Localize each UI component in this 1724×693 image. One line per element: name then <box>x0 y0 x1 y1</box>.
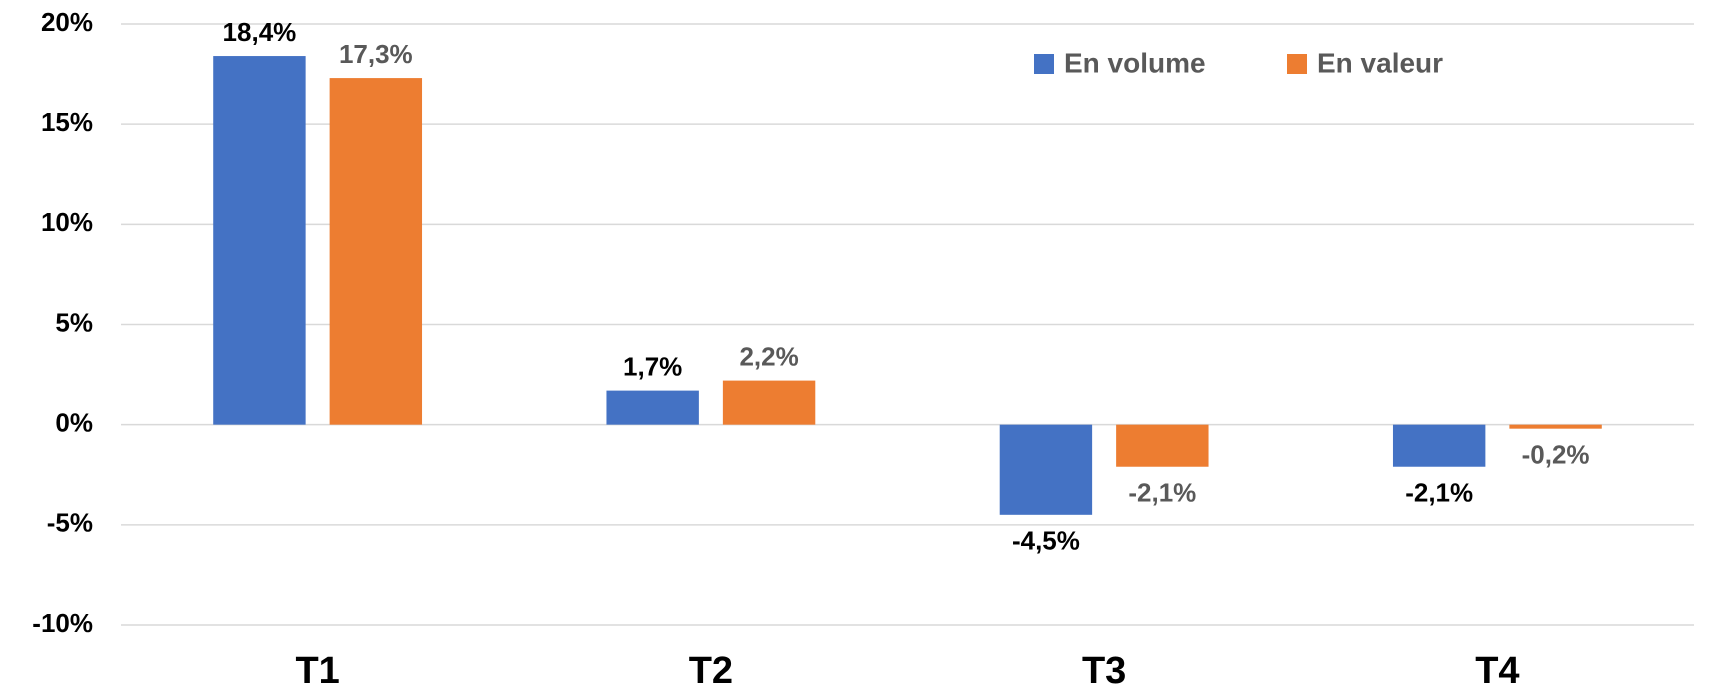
data-label: -2,1% <box>1128 478 1196 508</box>
bar <box>1392 424 1486 467</box>
y-tick-label: 10% <box>41 207 93 237</box>
x-tick-label: T1 <box>295 650 339 692</box>
data-label: -2,1% <box>1405 478 1473 508</box>
y-tick-label: -5% <box>47 508 93 538</box>
y-tick-label: 5% <box>55 307 93 337</box>
bar <box>722 380 816 425</box>
y-tick-label: 15% <box>41 107 93 137</box>
y-tick-label: -10% <box>32 608 93 638</box>
x-tick-label: T4 <box>1475 650 1519 692</box>
x-tick-label: T2 <box>689 650 733 692</box>
bar <box>1116 424 1209 467</box>
y-tick-label: 20% <box>41 7 93 37</box>
x-tick-label: T3 <box>1082 650 1126 692</box>
y-tick-label: 0% <box>55 408 93 438</box>
data-label: 1,7% <box>623 351 682 381</box>
bar <box>213 56 306 425</box>
bar <box>999 424 1093 515</box>
legend-swatch <box>1287 54 1307 74</box>
data-label: -0,2% <box>1522 440 1590 470</box>
legend-label: En volume <box>1064 47 1206 78</box>
data-label: 2,2% <box>739 341 798 371</box>
data-label: 17,3% <box>339 39 413 69</box>
legend-swatch <box>1034 54 1054 74</box>
legend-label: En valeur <box>1317 47 1443 78</box>
bar <box>329 78 423 425</box>
bar <box>1509 424 1602 429</box>
data-label: 18,4% <box>223 17 297 47</box>
data-label: -4,5% <box>1012 526 1080 556</box>
bar <box>606 390 699 425</box>
